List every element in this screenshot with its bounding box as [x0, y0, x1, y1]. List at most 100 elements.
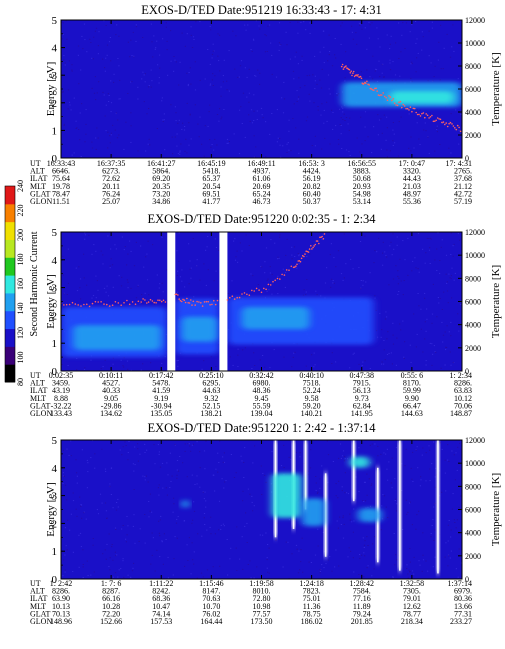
heatmap-noise [330, 243, 332, 245]
heatmap-noise [452, 245, 454, 247]
heatmap-noise [266, 557, 268, 559]
y-tick-label: 3 [52, 283, 58, 295]
heatmap-noise [403, 356, 405, 358]
heatmap-noise [271, 451, 273, 453]
heatmap-noise [344, 472, 346, 474]
heatmap-spike-core [352, 440, 355, 502]
heatmap-noise [158, 494, 160, 496]
heatmap-noise [62, 472, 64, 474]
temperature-point [398, 101, 400, 104]
heatmap-noise [334, 566, 336, 568]
heatmap-noise [411, 478, 413, 480]
table-row-label: GLON [30, 409, 52, 418]
heatmap-noise [391, 457, 393, 459]
temperature-point [196, 300, 198, 303]
heatmap-noise [190, 267, 192, 269]
heatmap-noise [390, 352, 392, 354]
table-row-label: ILAT [30, 386, 47, 395]
colorbar-segment [5, 310, 15, 330]
heatmap-noise [374, 70, 376, 72]
heatmap-noise [65, 20, 67, 22]
heatmap-noise [432, 519, 434, 521]
heatmap-noise [175, 112, 177, 114]
heatmap-noise [190, 450, 192, 452]
heatmap-noise [110, 467, 112, 469]
heatmap-noise [143, 101, 145, 103]
heatmap-noise [284, 286, 286, 288]
heatmap-noise [389, 150, 391, 152]
heatmap-noise [64, 64, 66, 66]
heatmap-noise [458, 506, 460, 508]
heatmap-noise [123, 357, 125, 359]
heatmap-noise [356, 137, 358, 139]
temperature-point [438, 118, 440, 120]
heatmap-noise [201, 535, 203, 537]
heatmap-noise [176, 291, 178, 293]
temperature-point [395, 104, 397, 106]
temperature-point [448, 122, 450, 125]
heatmap-noise [298, 152, 300, 154]
heatmap-noise [81, 103, 83, 105]
heatmap-noise [158, 77, 160, 79]
heatmap-noise [214, 75, 216, 77]
heatmap-noise [113, 73, 115, 75]
heatmap-noise [334, 54, 336, 56]
temperature-point [151, 300, 154, 302]
heatmap-noise [117, 506, 119, 508]
table-cell: 20.35 [152, 182, 170, 191]
heatmap-noise [172, 153, 174, 155]
heatmap-noise [364, 481, 366, 483]
heatmap-noise [341, 455, 344, 457]
heatmap-noise [396, 503, 398, 505]
heatmap-noise [232, 30, 234, 32]
heatmap-noise [91, 147, 94, 149]
heatmap-noise [227, 293, 229, 294]
heatmap-noise [117, 58, 119, 59]
heatmap-noise [298, 255, 300, 257]
table-cell: 6980. [253, 379, 271, 388]
heatmap-noise [315, 482, 317, 484]
heatmap-noise [266, 567, 268, 569]
heatmap-noise [380, 118, 382, 120]
heatmap-noise [366, 494, 368, 496]
heatmap-noise [450, 254, 452, 255]
table-cell: 201.85 [351, 617, 373, 626]
heatmap-noise [338, 480, 340, 482]
heatmap-noise [288, 130, 290, 132]
y-tick-label: 5 [52, 227, 58, 239]
table-cell: 65.24 [253, 189, 271, 198]
table-cell: 0:10:11 [99, 371, 123, 380]
heatmap-noise [265, 481, 267, 483]
heatmap-noise [332, 128, 334, 130]
heatmap-noise [344, 456, 346, 458]
heatmap-noise [62, 475, 64, 477]
y2-tick-label: 2000 [465, 131, 481, 140]
heatmap-noise [411, 570, 414, 572]
heatmap-noise [458, 128, 460, 130]
heatmap-noise [257, 284, 259, 285]
heatmap-noise [66, 294, 68, 295]
heatmap-noise [124, 246, 126, 248]
temperature-point [267, 283, 270, 286]
heatmap-noise [402, 22, 404, 24]
heatmap-noise [386, 116, 388, 118]
heatmap-noise [209, 526, 211, 528]
heatmap-noise [64, 484, 67, 486]
heatmap-noise [364, 540, 366, 542]
heatmap-noise [132, 31, 134, 33]
heatmap-noise [389, 59, 391, 61]
heatmap-noise [112, 363, 114, 365]
heatmap-noise [264, 272, 266, 274]
heatmap-noise [395, 447, 398, 449]
heatmap-noise [247, 24, 249, 26]
heatmap-noise [400, 329, 402, 331]
heatmap-noise [254, 156, 256, 158]
table-cell: 11.51 [52, 197, 70, 206]
y2-tick-label: 8000 [465, 482, 481, 491]
heatmap-noise [386, 468, 388, 470]
table-cell: 63.83 [454, 386, 472, 395]
heatmap-noise [417, 233, 420, 235]
temperature-point [263, 287, 265, 290]
heatmap-noise [375, 310, 377, 311]
table-cell: 3320. [403, 167, 421, 176]
